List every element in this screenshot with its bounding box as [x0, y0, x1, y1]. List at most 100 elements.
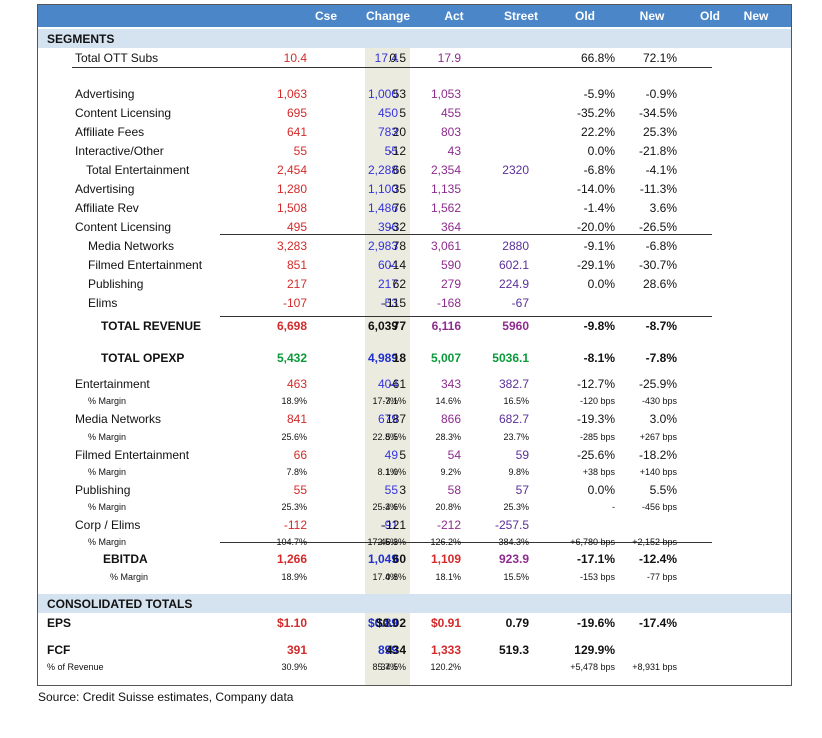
col-header-cse: Cse	[314, 9, 337, 23]
cell-prior: 217	[286, 277, 307, 291]
cell-prior: 18.9%	[281, 572, 307, 582]
cell-change: 34.5%	[380, 662, 406, 672]
cell-change: 18	[392, 351, 406, 365]
cell-new: 3.0%	[649, 412, 677, 426]
cell-prior: 55	[293, 144, 307, 158]
row-label: % Margin	[110, 572, 149, 582]
cell-new: -25.9%	[638, 377, 677, 391]
cell-cse: 2,288	[367, 163, 398, 177]
table-row: TOTAL REVENUE 6,698 6,039 77 6,116 5960 -9.8% -…	[38, 318, 791, 335]
consolidated-section-header: CONSOLIDATED TOTALS	[38, 594, 791, 613]
cell-act: 17.9	[437, 51, 461, 65]
cell-prior: 641	[286, 125, 307, 139]
rule-before-revenue	[220, 316, 712, 317]
table-row: % of Revenue 30.9% 85.7% 34.5% 120.2% +5,478 …	[38, 659, 791, 676]
cell-old: -19.6%	[576, 616, 615, 630]
table-row: Corp / Elims -112 -91 -121 -212 -257.5	[38, 517, 791, 534]
col-header-street: Street	[503, 9, 538, 23]
cell-prior: 5,432	[276, 351, 307, 365]
cell-change: 3	[399, 483, 406, 497]
row-label: FCF	[47, 643, 71, 657]
cell-prior: 1,280	[276, 182, 307, 196]
cell-cse: 172.5%	[367, 537, 398, 547]
cell-act: 3,061	[430, 239, 461, 253]
cell-street: 59	[515, 448, 529, 462]
cell-old: -120 bps	[579, 396, 615, 406]
cell-new: +2,152 bps	[632, 537, 677, 547]
table-row: EPS $1.10 $0.89 $0.02 $0.91 0.79 -19.6% -17.4%	[38, 615, 791, 632]
cell-cse: 1,100	[367, 182, 398, 196]
row-label: Affiliate Fees	[75, 125, 145, 139]
cell-prior: 2,454	[276, 163, 307, 177]
cell-change: 66	[392, 163, 406, 177]
cell-prior: -107	[282, 296, 307, 310]
cell-street: 923.9	[498, 552, 529, 566]
cell-act: -212	[436, 518, 461, 532]
cell-street: 5960	[502, 319, 529, 333]
row-label: Media Networks	[75, 412, 162, 426]
table-row: Advertising 1,280 1,100 35 1,135 -14.0% -11.3%	[38, 181, 791, 198]
cell-act: 343	[440, 377, 461, 391]
cell-cse: 17.4	[374, 51, 398, 65]
cell-old: -9.1%	[583, 239, 615, 253]
cell-cse: 1,000	[367, 87, 398, 101]
cell-new: +140 bps	[639, 467, 677, 477]
cell-act: 279	[440, 277, 461, 291]
table-row: Filmed Entertainment 851 604 -14 590 602.1 -29…	[38, 257, 791, 274]
cell-new: -26.5%	[638, 220, 677, 234]
cell-new: -0.9%	[645, 87, 677, 101]
cell-old: 0.0%	[587, 144, 615, 158]
cell-old: 0.0%	[587, 277, 615, 291]
cell-prior: 851	[286, 258, 307, 272]
cell-act: 1,333	[430, 643, 461, 657]
rule-after-ott	[72, 67, 712, 68]
cell-act: 6,116	[431, 319, 461, 333]
row-label: % Margin	[88, 396, 127, 406]
cell-cse: 217	[377, 277, 398, 291]
cell-old: -20.0%	[576, 220, 615, 234]
cell-old: -	[612, 502, 615, 512]
row-label: Advertising	[75, 87, 135, 101]
table-row: % Margin 18.9% 17.4% 0.8% 18.1% 15.5% -153 bps…	[38, 569, 791, 586]
cell-old: -6.8%	[583, 163, 615, 177]
cell-act: 43	[447, 144, 461, 158]
cell-change: -12	[388, 144, 406, 158]
cell-cse: 49	[384, 448, 398, 462]
cell-change: 78	[392, 239, 406, 253]
cell-change: 77	[392, 319, 406, 333]
cell-prior: 495	[286, 220, 307, 234]
cell-change: $0.02	[375, 616, 406, 630]
cell-act: 58	[447, 483, 461, 497]
cell-street: 16.5%	[503, 396, 529, 406]
cell-prior: 66	[293, 448, 307, 462]
table-row: Entertainment 463 404 -61 343 382.7 -12.7% -25.…	[38, 376, 791, 393]
table-row: Advertising 1,063 1,000 53 1,053 -5.9% -0.9%	[38, 86, 791, 103]
row-label: Elims	[88, 296, 118, 310]
cell-cse: 85.7%	[372, 662, 398, 672]
cell-act: 28.3%	[435, 432, 461, 442]
cell-act: 126.2%	[430, 537, 461, 547]
cell-change: -115	[382, 296, 406, 310]
cell-street: 9.8%	[508, 467, 529, 477]
cell-street: 224.9	[498, 277, 529, 291]
row-label: Total Entertainment	[86, 163, 190, 177]
cell-new: +267 bps	[639, 432, 677, 442]
cell-act: 364	[440, 220, 461, 234]
cell-prior: 463	[286, 377, 307, 391]
cell-prior: 841	[286, 412, 307, 426]
cell-prior: $1.10	[276, 616, 307, 630]
row-label: Affiliate Rev	[75, 201, 139, 215]
cell-act: 120.2%	[430, 662, 461, 672]
cell-act: 9.2%	[440, 467, 461, 477]
cell-new: 3.6%	[649, 201, 677, 215]
table-row: Publishing 55 55 3 58 57 0.0% 5.5%	[38, 482, 791, 499]
cell-cse: 396	[377, 220, 398, 234]
cell-act: 14.6%	[435, 396, 461, 406]
header-bar: Cse Change Act Street Old New Old New	[38, 5, 791, 27]
cell-prior: 7.8%	[286, 467, 307, 477]
cell-cse: 1,049	[367, 552, 398, 566]
row-label: Content Licensing	[75, 106, 172, 120]
cell-cse: 22.8%	[372, 432, 398, 442]
cell-old: -285 bps	[579, 432, 615, 442]
cell-cse: $0.89	[367, 616, 398, 630]
